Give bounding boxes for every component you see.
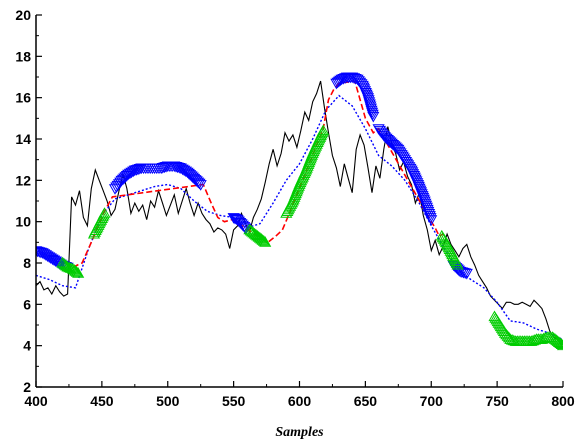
marker-regime_a: [337, 74, 350, 85]
marker-regime_b: [58, 258, 72, 270]
axes: 2 4 6 8 10 12 14 16 18 20 400 450 500 550 600 650 700 750…: [15, 7, 574, 409]
marker-regime_a: [190, 176, 203, 187]
y-tick-label: 16: [15, 90, 31, 106]
marker-regime_b: [317, 124, 330, 136]
marker-regime_b: [504, 333, 517, 344]
y-tick-label: 8: [23, 255, 31, 271]
series-segment-regime_a-2: [227, 213, 252, 235]
series-segment-regime_a-1: [108, 161, 207, 195]
series-segment-regime_a-4: [372, 124, 438, 226]
marker-regime_a: [119, 172, 132, 183]
y-tick-label: 4: [23, 338, 31, 354]
x-tick-label: 450: [90, 393, 114, 409]
marker-regime_a: [123, 168, 136, 180]
marker-regime_b: [554, 337, 563, 348]
marker-regime_a: [332, 76, 346, 88]
series-segment-regime_b-3: [280, 124, 330, 218]
x-tick-label: 600: [288, 393, 312, 409]
y-tick-label: 14: [15, 131, 31, 147]
marker-regime_b: [98, 207, 111, 218]
marker-regime_b: [256, 234, 269, 245]
marker-regime_b: [555, 338, 563, 349]
marker-regime_a: [194, 180, 207, 191]
marker-regime_a: [346, 72, 359, 84]
marker-regime_a: [125, 167, 138, 179]
marker-regime_a: [192, 177, 205, 189]
marker-regime_a: [236, 220, 249, 232]
marker-regime_b: [72, 267, 85, 278]
marker-regime_b: [556, 339, 563, 351]
x-tick-label: 400: [24, 393, 48, 409]
marker-regime_b: [525, 335, 538, 346]
series-segment-regime_b-5: [488, 310, 563, 351]
x-axis-title: Samples: [275, 425, 324, 440]
marker-regime_b: [60, 259, 73, 271]
marker-regime_b: [527, 334, 540, 346]
series-segment-regime_b-0: [56, 256, 85, 278]
marker-regime_a: [425, 215, 438, 226]
series-segment-regime_b-1: [87, 207, 111, 239]
marker-regime_b: [257, 235, 270, 246]
marker-regime_a: [335, 74, 348, 86]
marker-regime_b: [259, 236, 272, 247]
plot-area: [36, 72, 563, 351]
y-tick-label: 20: [15, 7, 31, 23]
x-tick-label: 650: [354, 393, 378, 409]
marker-regime_a: [366, 109, 379, 121]
marker-regime_a: [239, 223, 252, 235]
marker-regime_b: [69, 265, 82, 276]
marker-regime_a: [460, 268, 473, 280]
marker-regime_a: [116, 174, 130, 186]
marker-regime_a: [122, 169, 135, 181]
x-tick-label: 500: [156, 393, 180, 409]
marker-regime_b: [535, 333, 548, 344]
series-group: [36, 72, 563, 351]
x-tick-label: 550: [222, 393, 246, 409]
marker-regime_b: [451, 258, 464, 270]
series-segment-regime_b-2: [243, 223, 272, 247]
series-line-smooth: [36, 94, 563, 341]
marker-regime_b: [65, 262, 78, 273]
y-tick-label: 6: [23, 296, 31, 312]
marker-regime_a: [334, 75, 347, 87]
series-segment-regime_b-4: [435, 229, 464, 270]
y-tick-label: 2: [23, 379, 31, 395]
marker-regime_b: [61, 260, 74, 272]
y-tick-label: 12: [15, 172, 31, 188]
series-segment-regime_a-3: [330, 72, 380, 123]
series-line-measured: [36, 80, 563, 346]
marker-regime_b: [537, 332, 550, 344]
marker-regime_a: [115, 175, 128, 187]
x-tick-label: 800: [551, 393, 575, 409]
marker-regime_a: [132, 164, 145, 176]
marker-regime_b: [506, 333, 519, 345]
y-tick-label: 18: [15, 48, 31, 64]
x-tick-label: 750: [485, 393, 509, 409]
marker-regime_b: [70, 266, 83, 277]
marker-regime_b: [63, 261, 76, 273]
marker-regime_a: [367, 111, 380, 123]
marker-regime_a: [127, 166, 140, 178]
marker-regime_a: [349, 74, 362, 85]
y-tick-label: 10: [15, 214, 31, 230]
x-tick-label: 700: [420, 393, 444, 409]
